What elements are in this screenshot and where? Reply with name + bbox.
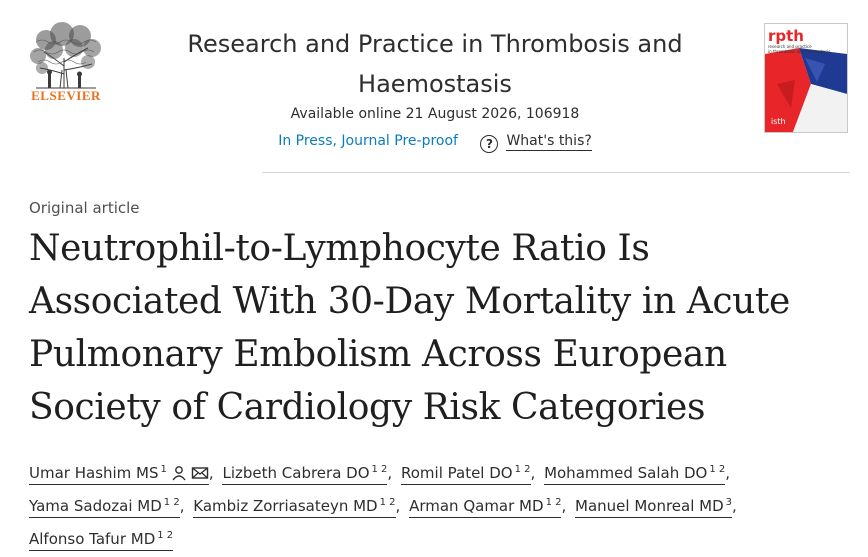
elsevier-wordmark: ELSEVIER <box>31 88 101 103</box>
author-link[interactable]: Arman Qamar MD 1 2 <box>409 497 562 518</box>
affiliation-sup: 1 2 <box>371 464 388 475</box>
author-name: Umar Hashim MS <box>29 464 159 482</box>
author-link[interactable]: Umar Hashim MS 1 <box>29 464 209 485</box>
journal-title[interactable]: Research and Practice in Thrombosis and … <box>160 24 710 104</box>
author-name: Manuel Monreal MD <box>575 497 724 515</box>
author-separator: , <box>732 497 737 515</box>
publication-status-row: In Press, Journal Pre-proof ? What's this… <box>160 133 710 153</box>
article-title-line: Society of Cardiology Risk Categories <box>29 387 706 428</box>
author-link[interactable]: Mohammed Salah DO 1 2 <box>544 464 726 485</box>
author-separator: , <box>725 464 731 482</box>
author-separator: , <box>561 497 567 515</box>
author-separator: , <box>179 497 185 515</box>
elsevier-tree-logo[interactable] <box>26 18 106 106</box>
article-title: Neutrophil-to-Lymphocyte Ratio Is Associ… <box>29 222 859 434</box>
author-name: Yama Sadozai MD <box>29 497 162 515</box>
person-icon <box>172 466 186 481</box>
affiliation-sup: 3 <box>725 497 733 508</box>
author-link[interactable]: Lizbeth Cabrera DO 1 2 <box>222 464 388 485</box>
author-separator: , <box>208 464 214 482</box>
author-separator: , <box>530 464 536 482</box>
whats-this-button[interactable]: ? What's this? <box>480 133 592 153</box>
envelope-icon <box>191 467 209 479</box>
affiliation-sup: 1 2 <box>157 530 174 541</box>
article-title-line: Associated With 30-Day Mortality in Acut… <box>29 281 790 322</box>
author-link[interactable]: Yama Sadozai MD 1 2 <box>29 497 180 518</box>
author-list: Umar Hashim MS 1, Lizbeth Cabrera DO 1 2, … <box>29 455 859 554</box>
cover-logo-text: rpth <box>768 27 804 45</box>
author-link[interactable]: Kambiz Zorriasateyn MD 1 2 <box>193 497 396 518</box>
header-divider <box>262 172 850 173</box>
author-name: Lizbeth Cabrera DO <box>222 464 370 482</box>
affiliation-sup: 1 2 <box>379 497 396 508</box>
affiliation-sup: 1 2 <box>545 497 562 508</box>
journal-cover-thumbnail[interactable]: rpth research and practice in thrombosis… <box>764 23 848 133</box>
author-name: Mohammed Salah DO <box>544 464 708 482</box>
author-link[interactable]: Manuel Monreal MD 3 <box>575 497 733 518</box>
journal-title-line: Haemostasis <box>358 70 512 98</box>
whats-this-label: What's this? <box>506 133 592 151</box>
article-type: Original article <box>29 199 140 217</box>
affiliation-sup: 1 <box>160 464 167 475</box>
author-name: Kambiz Zorriasateyn MD <box>193 497 378 515</box>
affiliation-sup: 1 2 <box>514 464 531 475</box>
affiliation-sup: 1 2 <box>163 497 180 508</box>
cover-art: rpth research and practice in thrombosis… <box>765 24 847 132</box>
cover-subtitle: in thrombosis and haemostasis <box>768 49 830 54</box>
help-circle-icon: ? <box>480 135 499 153</box>
cover-subtitle: research and practice <box>768 44 812 49</box>
author-name: Arman Qamar MD <box>409 497 544 515</box>
author-separator: , <box>395 497 401 515</box>
affiliation-sup: 1 2 <box>709 464 726 475</box>
author-name: Romil Patel DO <box>400 464 513 482</box>
journal-header: ELSEVIER Research and Practice in Thromb… <box>0 0 868 172</box>
cover-society-text: isth <box>771 117 786 126</box>
in-press-link[interactable]: In Press, Journal Pre-proof <box>278 133 458 149</box>
author-separator: , <box>387 464 393 482</box>
author-name: Alfonso Tafur MD <box>29 530 156 548</box>
availability-text: Available online 21 August 2026, 106918 <box>290 106 580 122</box>
article-title-line: Neutrophil-to-Lymphocyte Ratio Is <box>29 228 650 269</box>
journal-title-line: Research and Practice in Thrombosis and <box>187 30 683 58</box>
author-link[interactable]: Alfonso Tafur MD 1 2 <box>29 530 174 551</box>
article-title-line: Pulmonary Embolism Across European <box>29 334 727 375</box>
author-link[interactable]: Romil Patel DO 1 2 <box>400 464 531 485</box>
